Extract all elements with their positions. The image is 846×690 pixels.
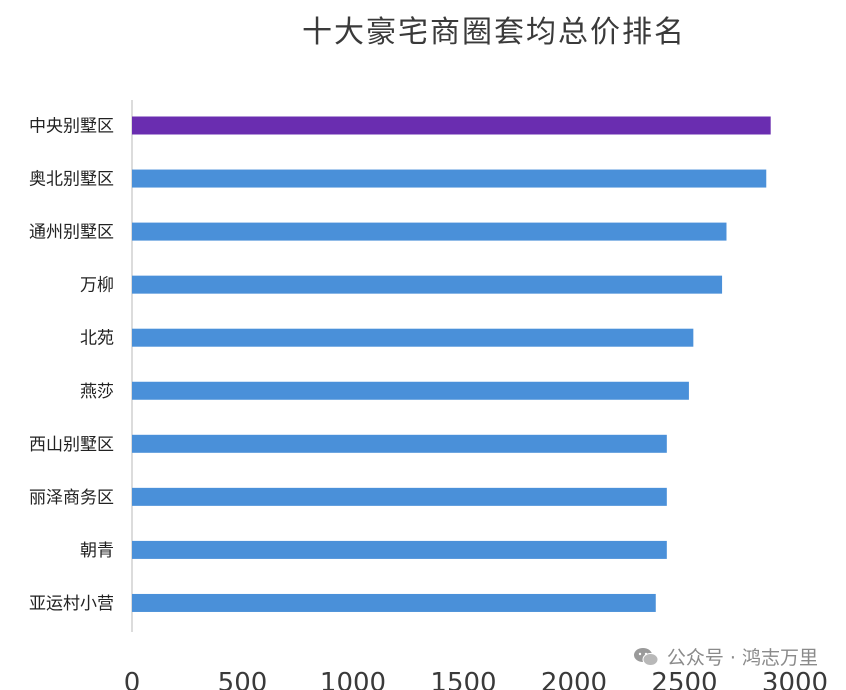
- bar-7: [132, 487, 667, 506]
- wechat-icon: [633, 647, 659, 666]
- category-label-1: 奥北别墅区: [29, 170, 114, 190]
- x-tick-label-3: 1500: [430, 668, 496, 690]
- bar-2: [132, 222, 727, 241]
- category-label-7: 丽泽商务区: [29, 488, 114, 508]
- bar-5: [132, 381, 689, 400]
- bar-0: [132, 116, 771, 135]
- category-label-4: 北苑: [80, 329, 114, 349]
- watermark: 公众号 · 鸿志万里: [633, 643, 818, 670]
- bar-9: [132, 593, 656, 612]
- bar-3: [132, 275, 723, 294]
- chart-title: 十大豪宅商圈套均总价排名: [302, 15, 686, 50]
- category-label-6: 西山别墅区: [29, 435, 114, 455]
- category-label-5: 燕莎: [80, 382, 114, 402]
- x-tick-label-6: 3000: [762, 668, 828, 690]
- category-label-0: 中央别墅区: [29, 117, 114, 137]
- watermark-text: 公众号 · 鸿志万里: [666, 647, 818, 669]
- x-tick-label-5: 2500: [651, 668, 717, 690]
- x-tick-label-0: 0: [124, 668, 141, 690]
- x-tick-label-2: 1000: [320, 668, 386, 690]
- x-tick-label-4: 2000: [541, 668, 607, 690]
- x-axis-tick-labels: 0 500 1000 1500 2000 2500 3000: [124, 668, 828, 690]
- bar-6: [132, 434, 667, 453]
- bar-1: [132, 169, 767, 188]
- category-label-3: 万柳: [80, 276, 114, 296]
- bar-8: [132, 540, 667, 559]
- category-label-8: 朝青: [80, 541, 114, 561]
- category-label-2: 通州别墅区: [29, 223, 114, 243]
- bar-4: [132, 328, 694, 347]
- bar-group: [132, 116, 771, 612]
- x-tick-label-1: 500: [218, 668, 268, 690]
- category-label-9: 亚运村小营: [29, 594, 114, 614]
